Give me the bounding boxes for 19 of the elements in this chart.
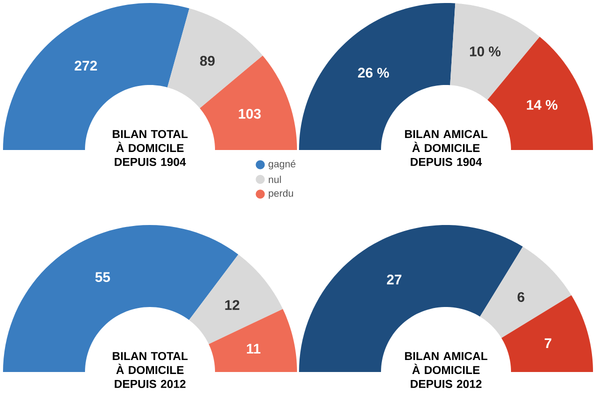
data-label: 27 bbox=[386, 274, 402, 284]
data-label: 11 bbox=[246, 344, 260, 354]
text: BILAN AMICAL À DOMICILE DEPUIS 1904 bbox=[405, 130, 488, 166]
data-label: 14 % bbox=[526, 100, 558, 110]
data-label: 55 bbox=[95, 272, 110, 282]
data-label: 10 % bbox=[470, 46, 501, 56]
legend-label: perdu bbox=[268, 189, 293, 199]
text: BILAN TOTAL À DOMICILE DEPUIS 2012 bbox=[112, 352, 188, 388]
data-label: 272 bbox=[74, 60, 97, 70]
legend-label: gagné bbox=[268, 160, 296, 170]
text: BILAN AMICAL À DOMICILE DEPUIS 2012 bbox=[405, 352, 488, 388]
data-label: 103 bbox=[238, 108, 261, 119]
data-label: 26 % bbox=[358, 68, 389, 78]
data-label: 12 bbox=[225, 300, 240, 310]
data-label: 89 bbox=[200, 56, 215, 66]
legend-label: nul bbox=[268, 176, 281, 184]
data-label: 6 bbox=[518, 292, 524, 302]
text: BILAN TOTAL À DOMICILE DEPUIS 1904 bbox=[112, 130, 188, 166]
data-label: 7 bbox=[544, 338, 552, 348]
